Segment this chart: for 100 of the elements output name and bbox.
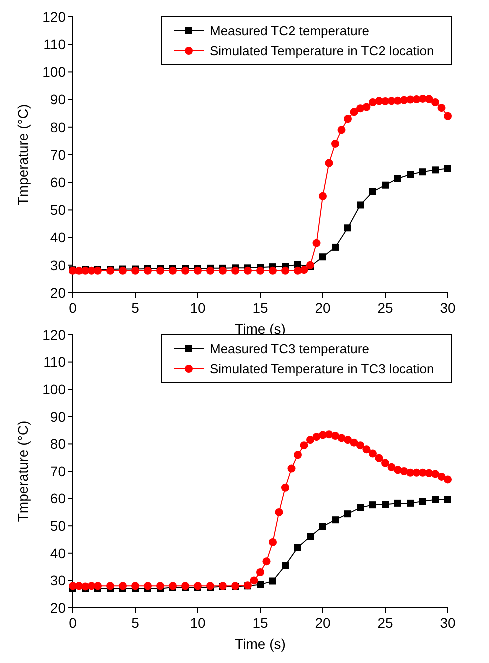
point xyxy=(362,446,371,454)
point xyxy=(444,496,452,504)
point xyxy=(262,558,271,566)
y-tick-label: 20 xyxy=(50,284,66,301)
point xyxy=(306,436,314,444)
y-axis-title: Tmperature (°C) xyxy=(15,420,31,522)
point xyxy=(407,500,414,507)
point xyxy=(350,438,358,447)
point xyxy=(275,508,284,516)
point xyxy=(282,484,290,492)
y-tick-label: 70 xyxy=(50,463,66,480)
y-tick-label: 70 xyxy=(50,146,66,163)
point xyxy=(438,104,446,112)
point xyxy=(294,451,302,460)
point xyxy=(332,516,339,524)
y-tick-label: 60 xyxy=(50,490,66,507)
point xyxy=(425,95,434,104)
point xyxy=(370,502,376,509)
point xyxy=(432,98,440,107)
point xyxy=(144,582,152,590)
point xyxy=(369,450,377,458)
point xyxy=(257,581,264,588)
point xyxy=(256,266,264,275)
point xyxy=(382,459,390,468)
point xyxy=(382,182,389,189)
point xyxy=(300,266,308,274)
point xyxy=(344,510,352,518)
point xyxy=(169,266,177,275)
point xyxy=(444,112,452,120)
point xyxy=(219,266,227,275)
x-tick-label: 20 xyxy=(315,615,331,631)
x-axis-title: Time (s) xyxy=(235,636,286,652)
point xyxy=(332,140,340,148)
y-tick-label: 120 xyxy=(42,8,66,25)
x-tick-label: 10 xyxy=(190,615,206,631)
point xyxy=(362,103,371,112)
point xyxy=(94,582,102,590)
point xyxy=(444,476,452,484)
x-tick-label: 30 xyxy=(440,615,456,631)
point xyxy=(270,578,276,585)
x-tick-label: 5 xyxy=(132,615,140,631)
point xyxy=(350,108,358,116)
point xyxy=(420,168,426,176)
y-tick-label: 120 xyxy=(42,326,66,343)
point xyxy=(319,192,327,200)
x-tick-label: 10 xyxy=(190,300,206,316)
point xyxy=(432,166,439,174)
point xyxy=(325,159,334,168)
y-tick-label: 20 xyxy=(50,600,66,616)
point xyxy=(256,568,264,577)
point xyxy=(269,538,277,546)
point xyxy=(156,266,164,275)
x-tick-label: 5 xyxy=(132,300,140,316)
point xyxy=(294,544,302,552)
point xyxy=(444,165,452,172)
point xyxy=(369,98,377,107)
y-tick-label: 110 xyxy=(44,354,66,370)
point xyxy=(244,266,252,275)
x-tick-label: 25 xyxy=(378,615,394,631)
point xyxy=(394,175,402,182)
point xyxy=(132,582,140,590)
point xyxy=(394,500,402,507)
y-axis-title: Tmperature (°C) xyxy=(15,104,31,206)
point xyxy=(338,126,346,134)
point xyxy=(307,533,314,540)
point xyxy=(375,454,384,462)
point xyxy=(382,501,389,508)
point xyxy=(282,562,289,570)
legend-label: Simulated Temperature in TC2 location xyxy=(210,44,434,59)
point xyxy=(370,188,376,196)
y-tick-label: 80 xyxy=(50,119,66,136)
point xyxy=(438,472,446,481)
y-tick-label: 80 xyxy=(50,436,66,452)
y-tick-label: 90 xyxy=(50,408,66,425)
point xyxy=(344,224,352,232)
y-tick-label: 100 xyxy=(42,64,66,80)
point xyxy=(388,463,396,472)
y-tick-label: 50 xyxy=(50,518,66,534)
point xyxy=(250,576,258,585)
y-tick-label: 40 xyxy=(50,545,66,562)
point xyxy=(206,266,214,275)
point xyxy=(357,202,364,209)
point xyxy=(320,254,326,261)
point xyxy=(194,266,202,275)
point xyxy=(344,115,352,124)
point xyxy=(282,266,290,275)
point xyxy=(300,442,308,450)
point xyxy=(320,523,326,530)
y-tick-label: 100 xyxy=(42,382,66,398)
point xyxy=(119,582,127,590)
point xyxy=(420,498,426,506)
point xyxy=(288,464,296,473)
point xyxy=(356,442,364,450)
x-tick-label: 0 xyxy=(69,615,78,631)
x-tick-label: 15 xyxy=(252,615,268,631)
y-tick-label: 40 xyxy=(50,230,66,246)
y-tick-label: 60 xyxy=(50,174,66,190)
point xyxy=(106,582,114,590)
x-tick-label: 30 xyxy=(440,300,456,316)
legend-label: Measured TC2 temperature xyxy=(210,24,370,39)
